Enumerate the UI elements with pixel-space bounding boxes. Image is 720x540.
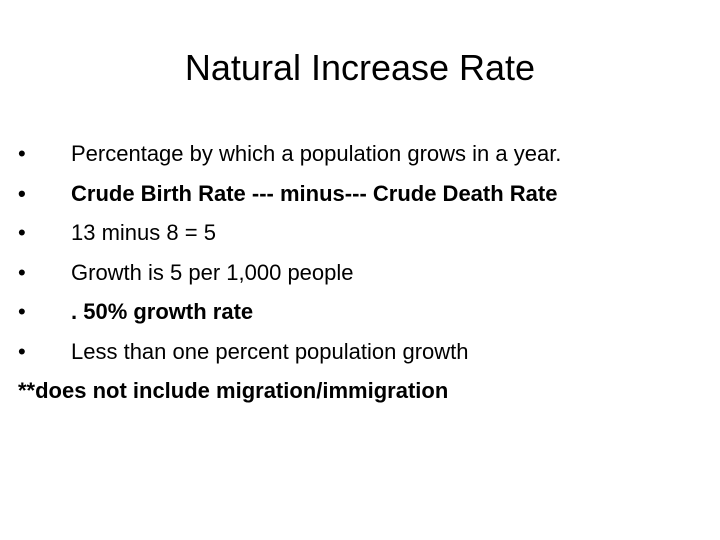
bullet-item: • Crude Birth Rate --- minus--- Crude De… — [18, 174, 708, 214]
bullet-text: Less than one percent population growth — [71, 338, 469, 364]
bullet-marker: • — [18, 259, 26, 285]
bullet-text: Percentage by which a population grows i… — [71, 141, 562, 166]
bullet-marker: • — [18, 180, 26, 206]
bullet-marker: • — [18, 220, 26, 245]
bullet-item: • . 50% growth rate — [18, 292, 708, 332]
footnote: **does not include migration/immigration — [18, 378, 449, 403]
bullet-item: • Growth is 5 per 1,000 people — [18, 253, 708, 293]
bullet-item: • 13 minus 8 = 5 — [18, 213, 708, 253]
bullet-marker: • — [18, 141, 26, 166]
bullet-text: 13 minus 8 = 5 — [71, 220, 216, 245]
bullet-marker: • — [18, 338, 26, 364]
slide-title: Natural Increase Rate — [184, 47, 536, 88]
bullet-text: Crude Birth Rate --- minus--- Crude Deat… — [71, 180, 558, 206]
bullet-text: Growth is 5 per 1,000 people — [71, 259, 354, 285]
bullet-text: . 50% growth rate — [71, 299, 254, 324]
bullet-list: • Percentage by which a population grows… — [18, 134, 708, 411]
bullet-item: • Less than one percent population growt… — [18, 332, 708, 372]
bullet-marker: • — [18, 299, 26, 324]
bullet-item: • Percentage by which a population grows… — [18, 134, 708, 174]
